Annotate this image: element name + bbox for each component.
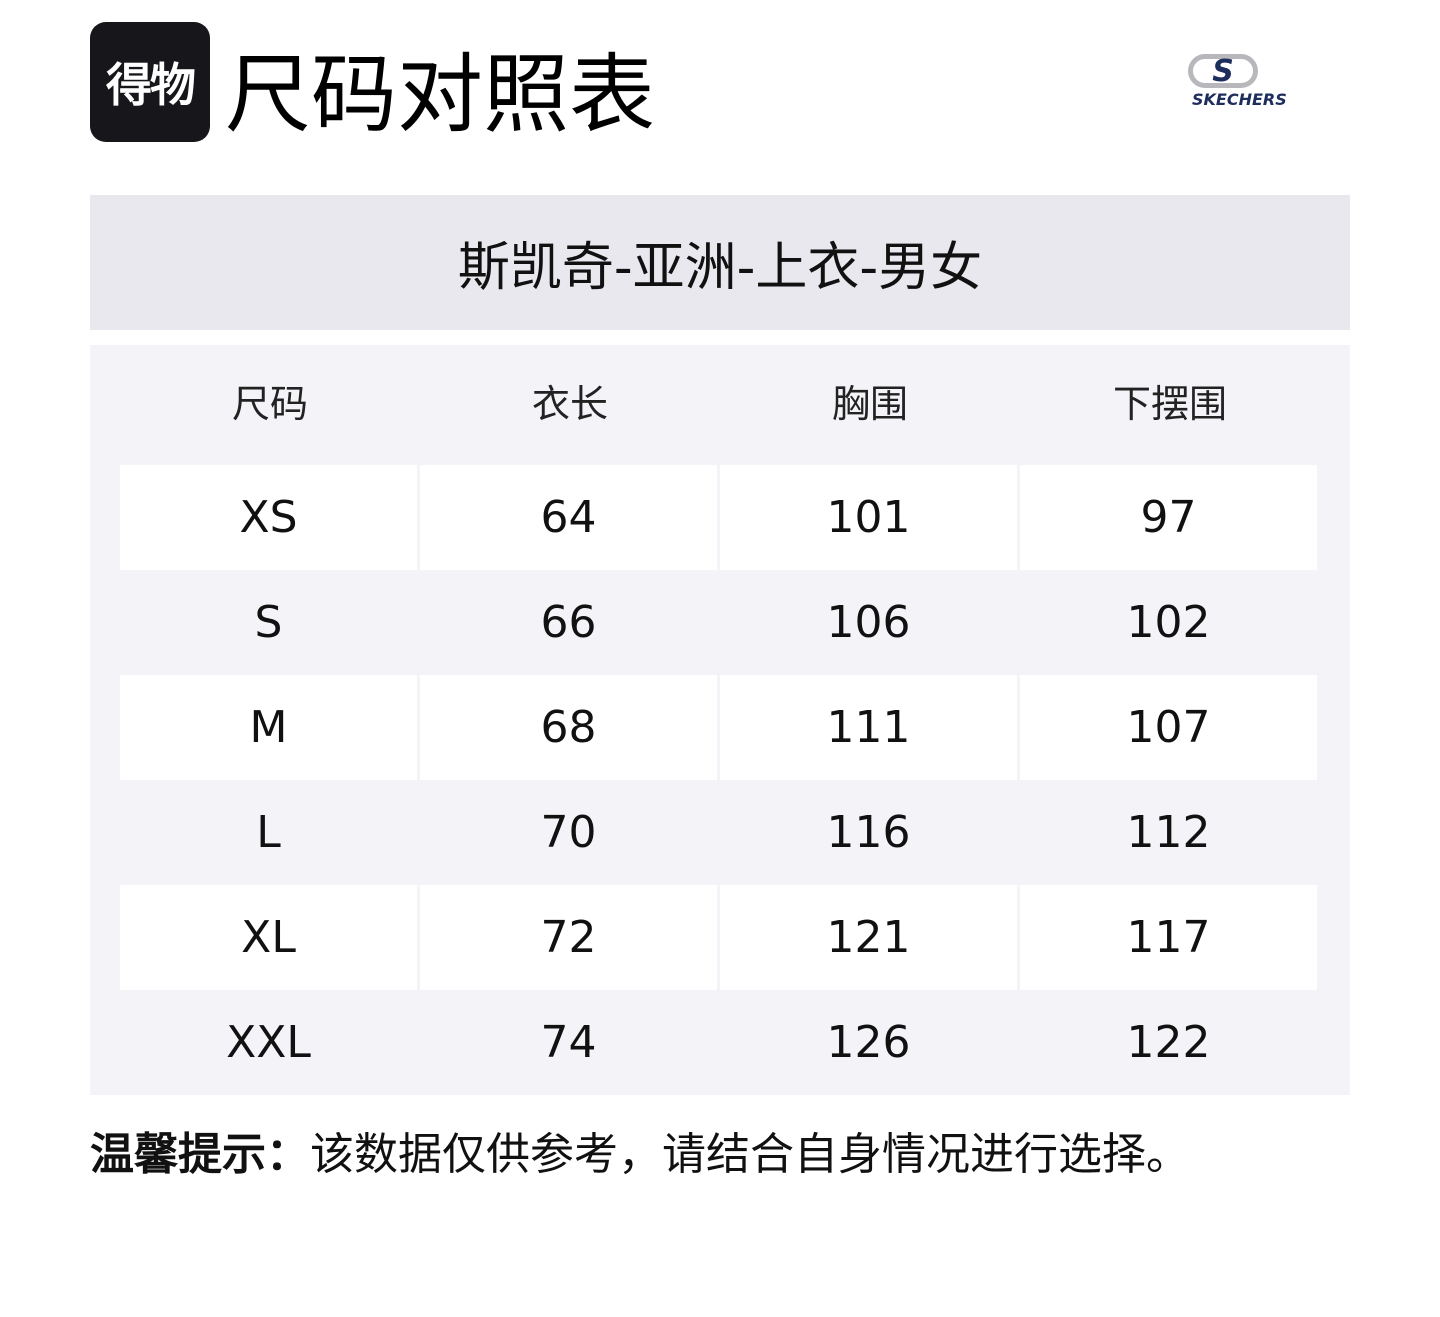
footer-text: 该数据仅供参考，请结合自身情况进行选择。 [310,1129,1190,1180]
table-row: L 70 116 112 [120,780,1317,885]
table-cell: 68 [420,675,717,780]
table-cell: 74 [540,1017,597,1068]
chart-subtitle: 斯凯奇-亚洲-上衣-男女 [90,195,1350,330]
table-row: XL 72 121 117 [120,885,1317,990]
table-cell: 112 [1126,807,1211,858]
table-cell: 116 [826,807,911,858]
footer-label: 温馨提示： [90,1129,310,1180]
table-cell: M [120,675,417,780]
table-cell: S [254,597,283,648]
skechers-wordmark: SKECHERS [1192,90,1287,109]
table-cell: 66 [540,597,597,648]
table-cell: 72 [420,885,717,990]
table-cell: 126 [826,1017,911,1068]
page-title: 尺码对照表 [225,45,655,145]
table-cell: 64 [420,465,717,570]
table-cell: L [256,807,281,858]
footer-note: 温馨提示：该数据仅供参考，请结合自身情况进行选择。 [90,1118,1190,1182]
table-cell: 101 [720,465,1017,570]
table-cell: 117 [1020,885,1317,990]
header-length: 衣长 [531,382,608,426]
skechers-s-mark: S [1188,54,1258,89]
table-cell: XXL [226,1017,311,1068]
table-cell: 102 [1126,597,1211,648]
header-chest: 胸围 [831,382,908,426]
table-cell: XL [120,885,417,990]
table-cell: 107 [1020,675,1317,780]
dewu-logo: 得物 [90,22,210,142]
table-row: XS 64 101 97 [120,465,1317,570]
skechers-logo: S SKECHERS [1180,52,1325,112]
table-cell: 121 [720,885,1017,990]
table-cell: 70 [540,807,597,858]
header-size: 尺码 [231,382,308,426]
header-hem: 下摆围 [1112,382,1227,426]
table-row: XXL 74 126 122 [120,990,1317,1095]
table-row: M 68 111 107 [120,675,1317,780]
table-cell: 106 [826,597,911,648]
table-cell: XS [120,465,417,570]
table-cell: 122 [1126,1017,1211,1068]
size-table: 尺码 衣长 胸围 下摆围 XS 64 101 97 S 66 106 102 M 68 111 107… [90,345,1350,1095]
table-cell: 111 [720,675,1017,780]
table-cell: 97 [1020,465,1317,570]
table-header: 尺码 衣长 胸围 下摆围 [120,345,1320,465]
table-row: S 66 106 102 [120,570,1317,675]
